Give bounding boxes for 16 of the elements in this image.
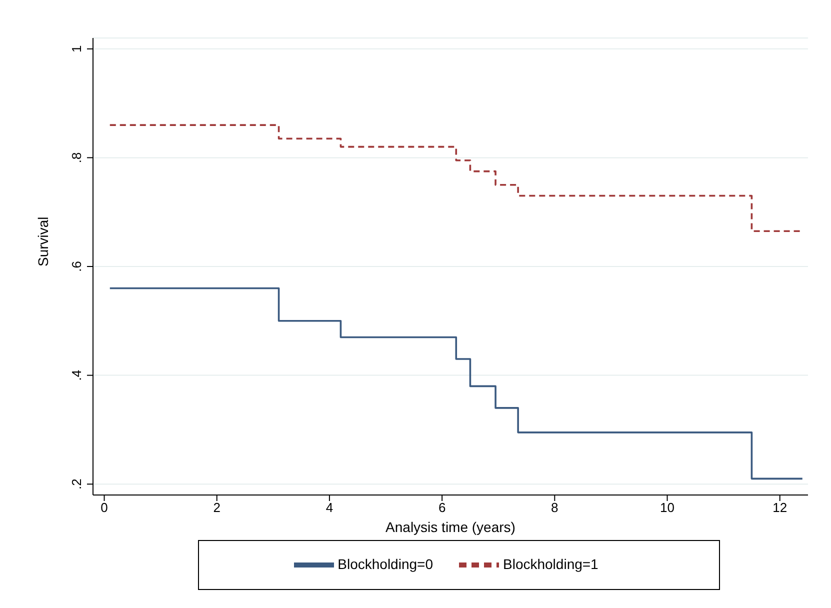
- x-axis-title: Analysis time (years): [386, 519, 516, 535]
- y-tick-label: .6: [69, 261, 84, 272]
- legend-label: Blockholding=0: [338, 556, 433, 572]
- y-tick-label: .4: [69, 370, 84, 381]
- x-tick-label: 8: [551, 500, 558, 516]
- y-tick-label: .8: [69, 152, 84, 164]
- x-tick-label: 12: [772, 500, 788, 516]
- y-axis-title: Survival: [34, 216, 51, 266]
- y-tick-label: .2: [69, 478, 84, 490]
- x-tick-label: 0: [100, 500, 108, 516]
- x-tick-label: 2: [213, 500, 220, 516]
- x-tick-label: 10: [660, 500, 674, 516]
- legend-label: Blockholding=1: [503, 556, 598, 572]
- x-tick-label: 4: [326, 500, 334, 516]
- y-tick-label: 1: [69, 45, 84, 52]
- x-tick-label: 6: [438, 500, 446, 516]
